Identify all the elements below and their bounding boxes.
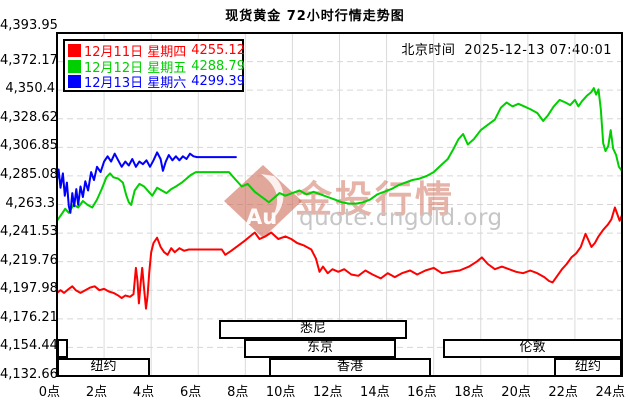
chart-title: 现货黄金 72小时行情走势图: [225, 9, 405, 24]
session-bar-纽约: 纽约: [554, 358, 622, 377]
price-line-12月13日 星期六: [56, 151, 237, 214]
y-axis-label: 4,132.66: [0, 367, 58, 382]
x-axis-label: 24点: [595, 385, 625, 400]
price-line-12月11日 星期四: [56, 206, 623, 310]
beijing-time-label: 北京时间: [401, 43, 456, 58]
cngold-logo-icon: Au: [224, 165, 302, 238]
session-bar-悉尼: 悉尼: [219, 320, 407, 339]
legend-row-dec12: 12月12日 星期五 4288.79: [68, 58, 245, 76]
session-bar: [57, 339, 68, 358]
y-axis-label: 4,263.3: [5, 195, 55, 211]
session-bar-东京: 东京: [244, 339, 396, 358]
legend-row-dec13: 12月13日 星期六 4299.39: [68, 74, 245, 92]
x-axis-label: 22点: [548, 385, 578, 400]
legend-row-dec11: 12月11日 星期四 4255.12: [68, 43, 245, 61]
x-axis-label: 6点: [179, 385, 202, 400]
legend-swatch-red: [68, 44, 81, 58]
x-axis-label: 4点: [132, 385, 155, 400]
session-bar-伦敦: 伦敦: [443, 339, 622, 358]
legend-label: 12月12日 星期五: [84, 60, 187, 76]
legend-label: 12月13日 星期六: [84, 76, 187, 92]
x-axis-label: 0点: [38, 385, 60, 400]
legend-value: 4255.12: [191, 43, 245, 59]
x-axis-label: 20点: [501, 385, 531, 400]
session-bar-纽约: 纽约: [57, 358, 150, 377]
session-bar-香港: 香港: [269, 358, 431, 377]
y-axis-label: 4,306.85: [0, 138, 58, 154]
x-axis-label: 12点: [312, 385, 343, 400]
y-axis-label: 4,197.98: [0, 281, 58, 297]
legend-swatch-blue: [68, 75, 81, 89]
y-axis-label: 4,393.95: [0, 18, 58, 33]
x-axis-label: 18点: [454, 385, 484, 400]
y-axis-label: 4,350.4: [5, 81, 55, 97]
y-axis-label: 4,328.62: [0, 109, 58, 125]
legend-value: 4288.79: [191, 58, 245, 74]
logo-au-text: Au: [246, 205, 277, 229]
watermark-brand: 金投行情: [295, 178, 455, 221]
legend-box: 12月11日 星期四 4255.12 12月12日 星期五 4288.79 12…: [63, 39, 245, 92]
x-axis-label: 14点: [360, 385, 390, 400]
y-axis-label: 4,219.76: [0, 252, 58, 268]
x-axis-label: 8点: [227, 385, 249, 400]
legend-label: 12月11日 星期四: [84, 45, 187, 61]
price-line-12月12日 星期五: [56, 87, 623, 222]
y-axis-label: 4,241.53: [0, 224, 58, 240]
watermark-url: quote.cngold.org: [299, 205, 503, 231]
x-axis-label: 10点: [265, 385, 296, 400]
legend-value: 4299.39: [191, 74, 245, 90]
x-axis-label: 2点: [85, 385, 108, 400]
y-axis-label: 4,154.44: [0, 338, 58, 354]
legend-swatch-green: [68, 59, 81, 73]
y-axis-label: 4,285.08: [0, 166, 58, 182]
y-axis-label: 4,372.17: [0, 52, 58, 68]
x-axis-label: 16点: [407, 385, 437, 400]
y-axis-label: 4,176.21: [0, 309, 58, 325]
